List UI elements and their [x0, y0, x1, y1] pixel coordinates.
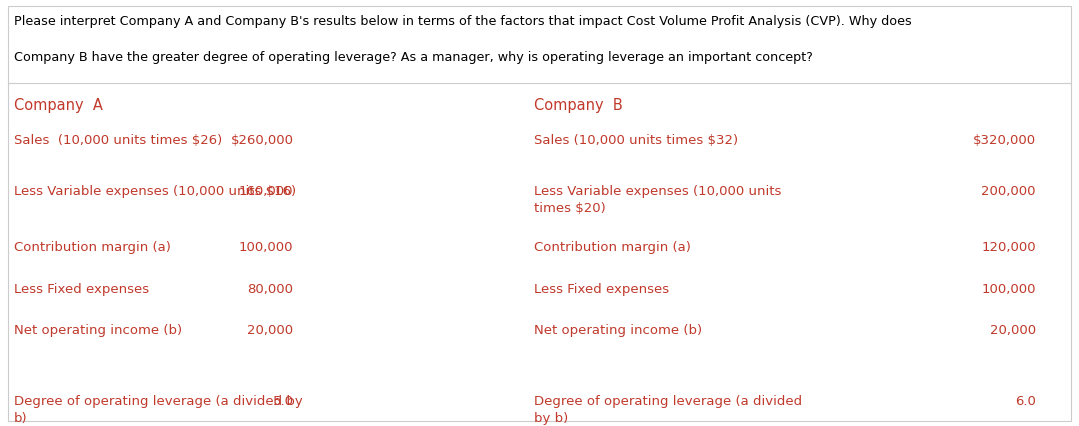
Text: Sales (10,000 units times $32): Sales (10,000 units times $32) [534, 134, 738, 147]
Text: 200,000: 200,000 [981, 185, 1036, 199]
Text: 80,000: 80,000 [247, 283, 293, 296]
Text: 20,000: 20,000 [247, 324, 293, 337]
Text: Contribution margin (a): Contribution margin (a) [534, 241, 691, 254]
Text: Less Fixed expenses: Less Fixed expenses [534, 283, 669, 296]
Text: 100,000: 100,000 [238, 241, 293, 254]
Text: Less Variable expenses (10,000 units
times $20): Less Variable expenses (10,000 units tim… [534, 185, 781, 215]
Text: 120,000: 120,000 [981, 241, 1036, 254]
Text: Company B have the greater degree of operating leverage? As a manager, why is op: Company B have the greater degree of ope… [14, 51, 812, 64]
Text: Degree of operating leverage (a divided
by b): Degree of operating leverage (a divided … [534, 395, 802, 425]
Text: 5.0: 5.0 [273, 395, 293, 409]
Text: 20,000: 20,000 [989, 324, 1036, 337]
Text: Company  B: Company B [534, 98, 623, 113]
Text: 160,000: 160,000 [238, 185, 293, 199]
Text: Company  A: Company A [14, 98, 103, 113]
Text: Sales  (10,000 units times $26): Sales (10,000 units times $26) [14, 134, 222, 147]
Text: 6.0: 6.0 [1015, 395, 1036, 409]
Text: 100,000: 100,000 [981, 283, 1036, 296]
Text: Please interpret Company A and Company B's results below in terms of the factors: Please interpret Company A and Company B… [14, 15, 912, 28]
Text: Degree of operating leverage (a divided by
b): Degree of operating leverage (a divided … [14, 395, 303, 425]
Text: Contribution margin (a): Contribution margin (a) [14, 241, 170, 254]
Text: $320,000: $320,000 [972, 134, 1036, 147]
Text: Less Variable expenses (10,000 units $16): Less Variable expenses (10,000 units $16… [14, 185, 296, 199]
Text: Less Fixed expenses: Less Fixed expenses [14, 283, 149, 296]
Text: Net operating income (b): Net operating income (b) [14, 324, 182, 337]
Text: Net operating income (b): Net operating income (b) [534, 324, 702, 337]
Text: $260,000: $260,000 [231, 134, 293, 147]
